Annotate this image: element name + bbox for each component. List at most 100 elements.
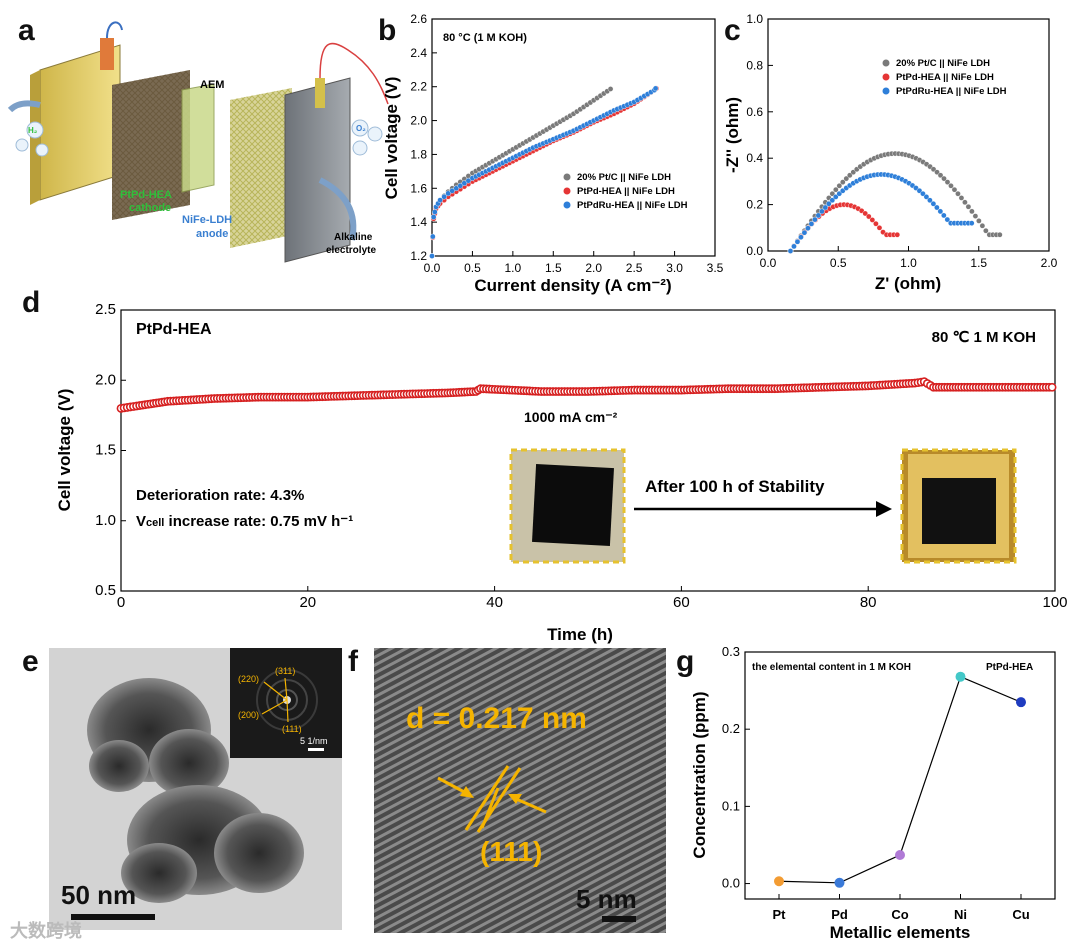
chart-b-xtick-label: 1.0 <box>505 261 522 275</box>
chart-c-ytick-label: 0.6 <box>746 105 763 119</box>
chart-d-xtick-label: 60 <box>673 594 690 611</box>
chart-c-point <box>801 229 808 236</box>
chart-c-ytick-label: 0.4 <box>746 151 763 165</box>
after-arrowhead <box>876 501 892 517</box>
saed-ring-311: (311) <box>275 666 295 676</box>
chart-c-point <box>976 218 982 224</box>
chart-c-point <box>815 212 822 219</box>
arrow-right <box>513 796 547 814</box>
chart-c-point <box>836 182 843 189</box>
saed-scale-bar <box>308 748 324 751</box>
chart-c-point <box>930 200 937 207</box>
chart-c-point <box>951 186 958 193</box>
chart-b-ytick-label: 2.6 <box>410 12 427 26</box>
chart-b-point <box>457 182 464 189</box>
chart-g-point <box>834 877 845 888</box>
chart-g-sample: PtPd-HEA <box>986 662 1033 673</box>
chart-b-legend-label: 20% Pt/C || NiFe LDH <box>577 172 671 183</box>
chart-c-xtick-label: 0.0 <box>760 256 777 270</box>
chart-c-point <box>983 227 989 234</box>
chart-c-point <box>955 190 961 197</box>
panel-label-e: e <box>22 645 39 678</box>
chart-g-point <box>1016 697 1026 708</box>
chart-g-xtick-label: Cu <box>1012 907 1029 922</box>
chart-c-point <box>832 194 839 200</box>
chart-c-xtick-label: 0.5 <box>830 256 847 270</box>
chart-d-ytick-label: 1.0 <box>95 512 116 529</box>
tem-scale-bar <box>71 914 155 920</box>
chart-g-xtick-label: Co <box>891 907 908 922</box>
chart-c-point <box>934 169 940 175</box>
chart-c-point <box>873 220 879 227</box>
chart-b-ytick-label: 1.2 <box>410 249 427 263</box>
anode-end-plate <box>284 77 351 263</box>
panel-label-f: f <box>348 645 358 678</box>
chart-b-condition: 80 °C (1 M KOH) <box>443 32 527 44</box>
chart-c-point <box>965 203 972 210</box>
chart-g-note: the elemental content in 1 M KOH <box>752 662 911 673</box>
nanoparticle-cluster-lower <box>121 785 304 903</box>
chart-b-frame <box>431 18 716 257</box>
chart-d-xtick-label: 0 <box>117 594 125 611</box>
chart-c-point <box>829 190 836 197</box>
chart-d-current: 1000 mA cm⁻² <box>524 409 618 425</box>
chart-b-point <box>652 85 659 92</box>
chart-b-legend-marker <box>563 187 571 195</box>
chart-b-xtick-label: 2.0 <box>585 261 602 275</box>
chart-b-xtick-label: 3.0 <box>666 261 683 275</box>
chart-c-point <box>962 199 968 206</box>
chart-c-point <box>927 197 933 204</box>
saed-ring-111: (111) <box>282 724 302 734</box>
anode-label-line2: anode <box>196 228 228 240</box>
anode-label-line1: NiFe-LDH <box>182 214 232 226</box>
chart-d-ytick-label: 2.0 <box>95 371 116 388</box>
photo-after <box>900 448 1017 564</box>
chart-c-ytick-label: 0.8 <box>746 58 763 72</box>
chart-c-point <box>840 179 846 185</box>
chart-g-xtick-label: Pt <box>773 907 787 922</box>
chart-b-point <box>445 190 451 197</box>
chart-c-legend-marker <box>882 73 890 81</box>
chart-g-ytick-label: 0.3 <box>722 644 740 659</box>
chart-c-nyquist: 0.0 0.5 1.0 1.5 2.0 0.0 0.2 0.4 0.6 0.8 1.0 Z' (oh… <box>723 12 1058 293</box>
panel-label-d: d <box>22 286 41 319</box>
aem-membrane <box>181 83 215 193</box>
chart-c-point <box>843 175 850 182</box>
chart-c-point <box>862 210 869 217</box>
chart-b-legend-label: PtPdRu-HEA || NiFe LDH <box>577 200 688 211</box>
chart-c-legend-label: PtPd-HEA || NiFe LDH <box>896 72 994 83</box>
chart-c-point <box>829 197 836 204</box>
chart-c-legend-label: PtPdRu-HEA || NiFe LDH <box>896 86 1007 97</box>
chart-c-point <box>833 186 839 193</box>
chart-b-legend-marker <box>563 201 571 209</box>
saed-ring-200: (200) <box>238 710 259 720</box>
nanoparticle-cluster-upper <box>87 678 229 797</box>
chart-c-point <box>846 172 853 179</box>
chart-d-stability: 0 20 40 60 80 100 0.5 1.0 1.5 2.0 2.5 PtPd-HEA 80 … <box>55 301 1068 644</box>
chart-g-xtick-label: Pd <box>831 907 848 922</box>
electrolyzer-schematic: H₂ O₂ AEM PtPd-HEA cathode NiFe-LDH anod… <box>7 21 389 263</box>
chart-c-point <box>812 216 818 223</box>
chart-c-point <box>805 225 811 232</box>
panel-label-c: c <box>724 14 741 47</box>
panel-label-a: a <box>18 14 35 47</box>
chart-d-ytick-label: 0.5 <box>95 582 116 599</box>
chart-c-point <box>920 190 926 197</box>
lattice-fringes <box>374 648 666 933</box>
chart-g-point <box>955 671 966 682</box>
chart-b-polarization: 0.0 0.5 1.0 1.5 2.0 2.5 3.0 3.5 1.2 1.4 1.6 1.8 2.0 2… <box>382 12 724 295</box>
chart-g-ytick-label: 0.2 <box>722 721 740 736</box>
o2-label: O₂ <box>356 124 366 133</box>
chart-c-point <box>808 221 815 227</box>
chart-b-xtick-label: 1.5 <box>545 261 562 275</box>
chart-b-point <box>453 185 460 192</box>
chart-d-xlabel: Time (h) <box>547 625 613 644</box>
h2-bubbles <box>15 121 49 157</box>
chart-b-point <box>461 180 468 187</box>
cathode-label-line2: cathode <box>129 202 171 214</box>
chart-c-point <box>937 208 944 215</box>
chart-d-condition: 80 ℃ 1 M KOH <box>932 329 1036 346</box>
chart-d-deterioration: Deterioration rate: 4.3% <box>136 487 304 504</box>
tem-scale-label: 50 nm <box>61 880 137 910</box>
chart-b-point <box>437 197 443 203</box>
